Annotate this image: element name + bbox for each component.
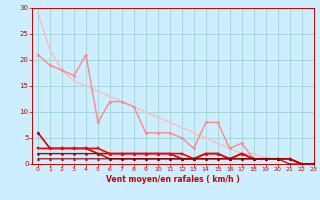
X-axis label: Vent moyen/en rafales ( km/h ): Vent moyen/en rafales ( km/h )	[106, 175, 240, 184]
